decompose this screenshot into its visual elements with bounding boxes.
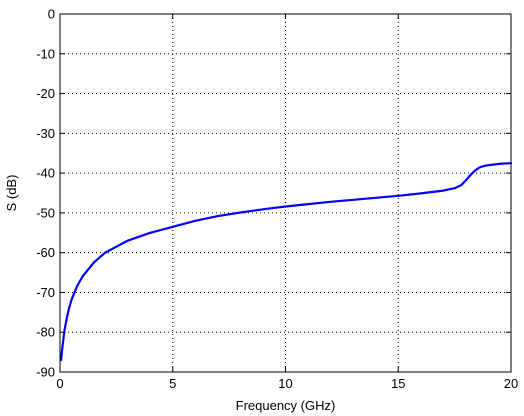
tick-labels: 0 5 10 15 20 0 -10 -20 -30 -40 -50 -60 -70 -80 -90 bbox=[36, 7, 518, 392]
series-line bbox=[59, 162, 513, 362]
x-axis-label: Frequency (GHz) bbox=[236, 398, 336, 413]
x-tick-label: 0 bbox=[56, 376, 63, 391]
y-tick-label: -90 bbox=[36, 365, 55, 380]
y-tick-label: 0 bbox=[48, 7, 55, 22]
y-tick-label: -80 bbox=[36, 325, 55, 340]
y-tick-label: -30 bbox=[36, 126, 55, 141]
y-tick-label: -10 bbox=[36, 46, 55, 61]
y-tick-label: -40 bbox=[36, 166, 55, 181]
y-axis-label: S (dB) bbox=[4, 175, 19, 212]
y-tick-label: -60 bbox=[36, 245, 55, 260]
x-tick-label: 10 bbox=[278, 376, 292, 391]
x-tick-label: 15 bbox=[391, 376, 405, 391]
x-tick-label: 20 bbox=[504, 376, 518, 391]
y-tick-label: -70 bbox=[36, 285, 55, 300]
y-tick-label: -20 bbox=[36, 86, 55, 101]
series-layer bbox=[59, 162, 513, 362]
ticks bbox=[59, 13, 512, 373]
x-tick-label: 5 bbox=[169, 376, 176, 391]
y-tick-label: -50 bbox=[36, 205, 55, 220]
plot-area bbox=[60, 14, 511, 372]
